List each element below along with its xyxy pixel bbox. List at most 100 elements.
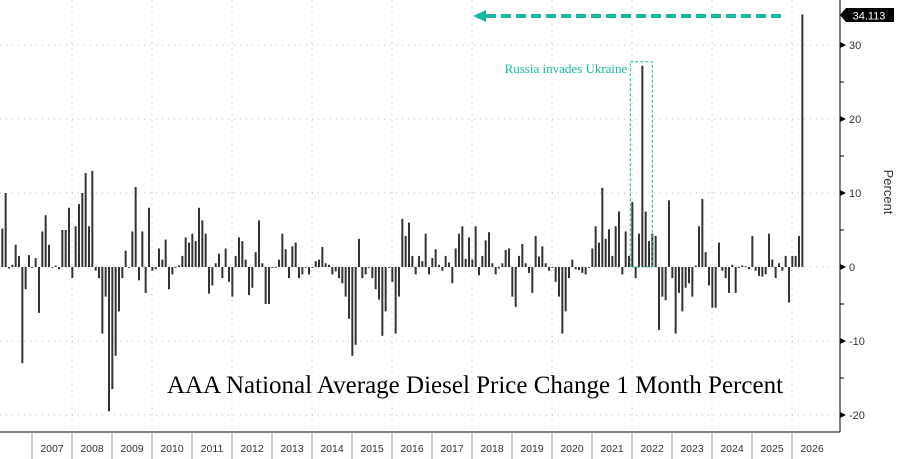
- bar: [731, 264, 734, 267]
- bar: [31, 267, 34, 268]
- x-tick-label: 2020: [560, 443, 584, 455]
- bar: [531, 267, 534, 293]
- bar: [481, 255, 484, 267]
- bar: [361, 267, 364, 279]
- bar: [94, 267, 97, 271]
- bar: [401, 218, 404, 267]
- bar: [84, 173, 87, 267]
- bar: [661, 267, 664, 297]
- x-tick-label: 2021: [600, 443, 624, 455]
- bar: [641, 65, 644, 267]
- x-axis: 2007 2008 2009 2010 2011 2012 2013 2014 2015 2016…: [0, 431, 840, 459]
- bar: [234, 255, 237, 267]
- y-tick-marker: [840, 116, 846, 122]
- bar: [608, 229, 610, 267]
- bar: [768, 233, 770, 267]
- x-tick-label: 2025: [760, 443, 784, 455]
- bar: [744, 266, 747, 268]
- x-tick-label: 2022: [640, 443, 664, 455]
- bar: [174, 267, 177, 268]
- x-tick-label: 2010: [160, 443, 184, 455]
- bar: [674, 267, 677, 334]
- bar: [611, 255, 614, 267]
- bar: [658, 267, 660, 330]
- gridlines: [0, 0, 840, 432]
- bar: [64, 230, 67, 267]
- bar: [751, 235, 754, 267]
- bar: [404, 235, 407, 267]
- bar: [528, 267, 530, 273]
- bar: [504, 249, 507, 267]
- bar: [164, 239, 167, 267]
- bar: [341, 267, 344, 284]
- annotation-group: Russia invades Ukraine: [473, 10, 785, 268]
- bar: [88, 226, 90, 267]
- bar: [218, 253, 220, 267]
- bar: [251, 267, 254, 288]
- bar: [38, 267, 40, 313]
- bar: [278, 259, 280, 267]
- x-tick-label: 2018: [480, 443, 504, 455]
- bar: [451, 267, 454, 284]
- bar: [438, 264, 440, 267]
- bar: [701, 198, 704, 267]
- bar: [78, 204, 80, 267]
- bar: [178, 265, 180, 267]
- bar: [311, 267, 314, 268]
- bar: [634, 267, 637, 279]
- bar: [158, 248, 160, 267]
- bar: [98, 267, 100, 279]
- bar: [644, 211, 647, 267]
- bar: [778, 263, 780, 267]
- bar: [194, 241, 197, 267]
- bar: [631, 201, 634, 267]
- x-tick-label: 2019: [520, 443, 544, 455]
- bar: [558, 267, 560, 297]
- bar: [691, 267, 694, 297]
- x-tick-label: 2012: [240, 443, 264, 455]
- bar: [104, 267, 107, 297]
- bar: [321, 247, 324, 267]
- bar: [134, 187, 137, 267]
- bar: [81, 193, 84, 267]
- y-tick-label: -10: [849, 336, 865, 348]
- bar: [151, 267, 154, 271]
- bar: [384, 267, 387, 312]
- bar: [58, 267, 60, 270]
- x-tick-label: 2015: [360, 443, 384, 455]
- bar: [188, 242, 190, 267]
- bar: [364, 267, 367, 275]
- bar: [538, 256, 540, 267]
- bar: [654, 235, 657, 267]
- bar: [354, 267, 357, 345]
- bar: [624, 231, 627, 267]
- bar: [511, 267, 514, 297]
- bar: [328, 264, 330, 267]
- bar: [298, 267, 300, 279]
- bar: [771, 259, 774, 267]
- bar: [368, 267, 370, 268]
- bar: [228, 267, 230, 282]
- bar: [591, 248, 594, 267]
- bar: [51, 267, 54, 268]
- bar: [184, 237, 187, 267]
- bar: [668, 200, 670, 267]
- bar: [394, 267, 397, 334]
- bar: [74, 226, 77, 267]
- bar: [491, 263, 494, 267]
- bar: [524, 263, 527, 267]
- bar: [388, 267, 390, 268]
- bar: [34, 258, 37, 267]
- bar: [704, 252, 707, 267]
- bar: [254, 252, 257, 267]
- bar: [241, 241, 244, 267]
- bar: [201, 220, 204, 267]
- bar: [584, 267, 587, 275]
- bar: [468, 237, 470, 267]
- bar: [48, 244, 50, 267]
- bar: [724, 267, 727, 279]
- bar: [138, 267, 140, 281]
- x-tick-label: 2016: [400, 443, 424, 455]
- y-axis-label: Percent: [881, 170, 896, 215]
